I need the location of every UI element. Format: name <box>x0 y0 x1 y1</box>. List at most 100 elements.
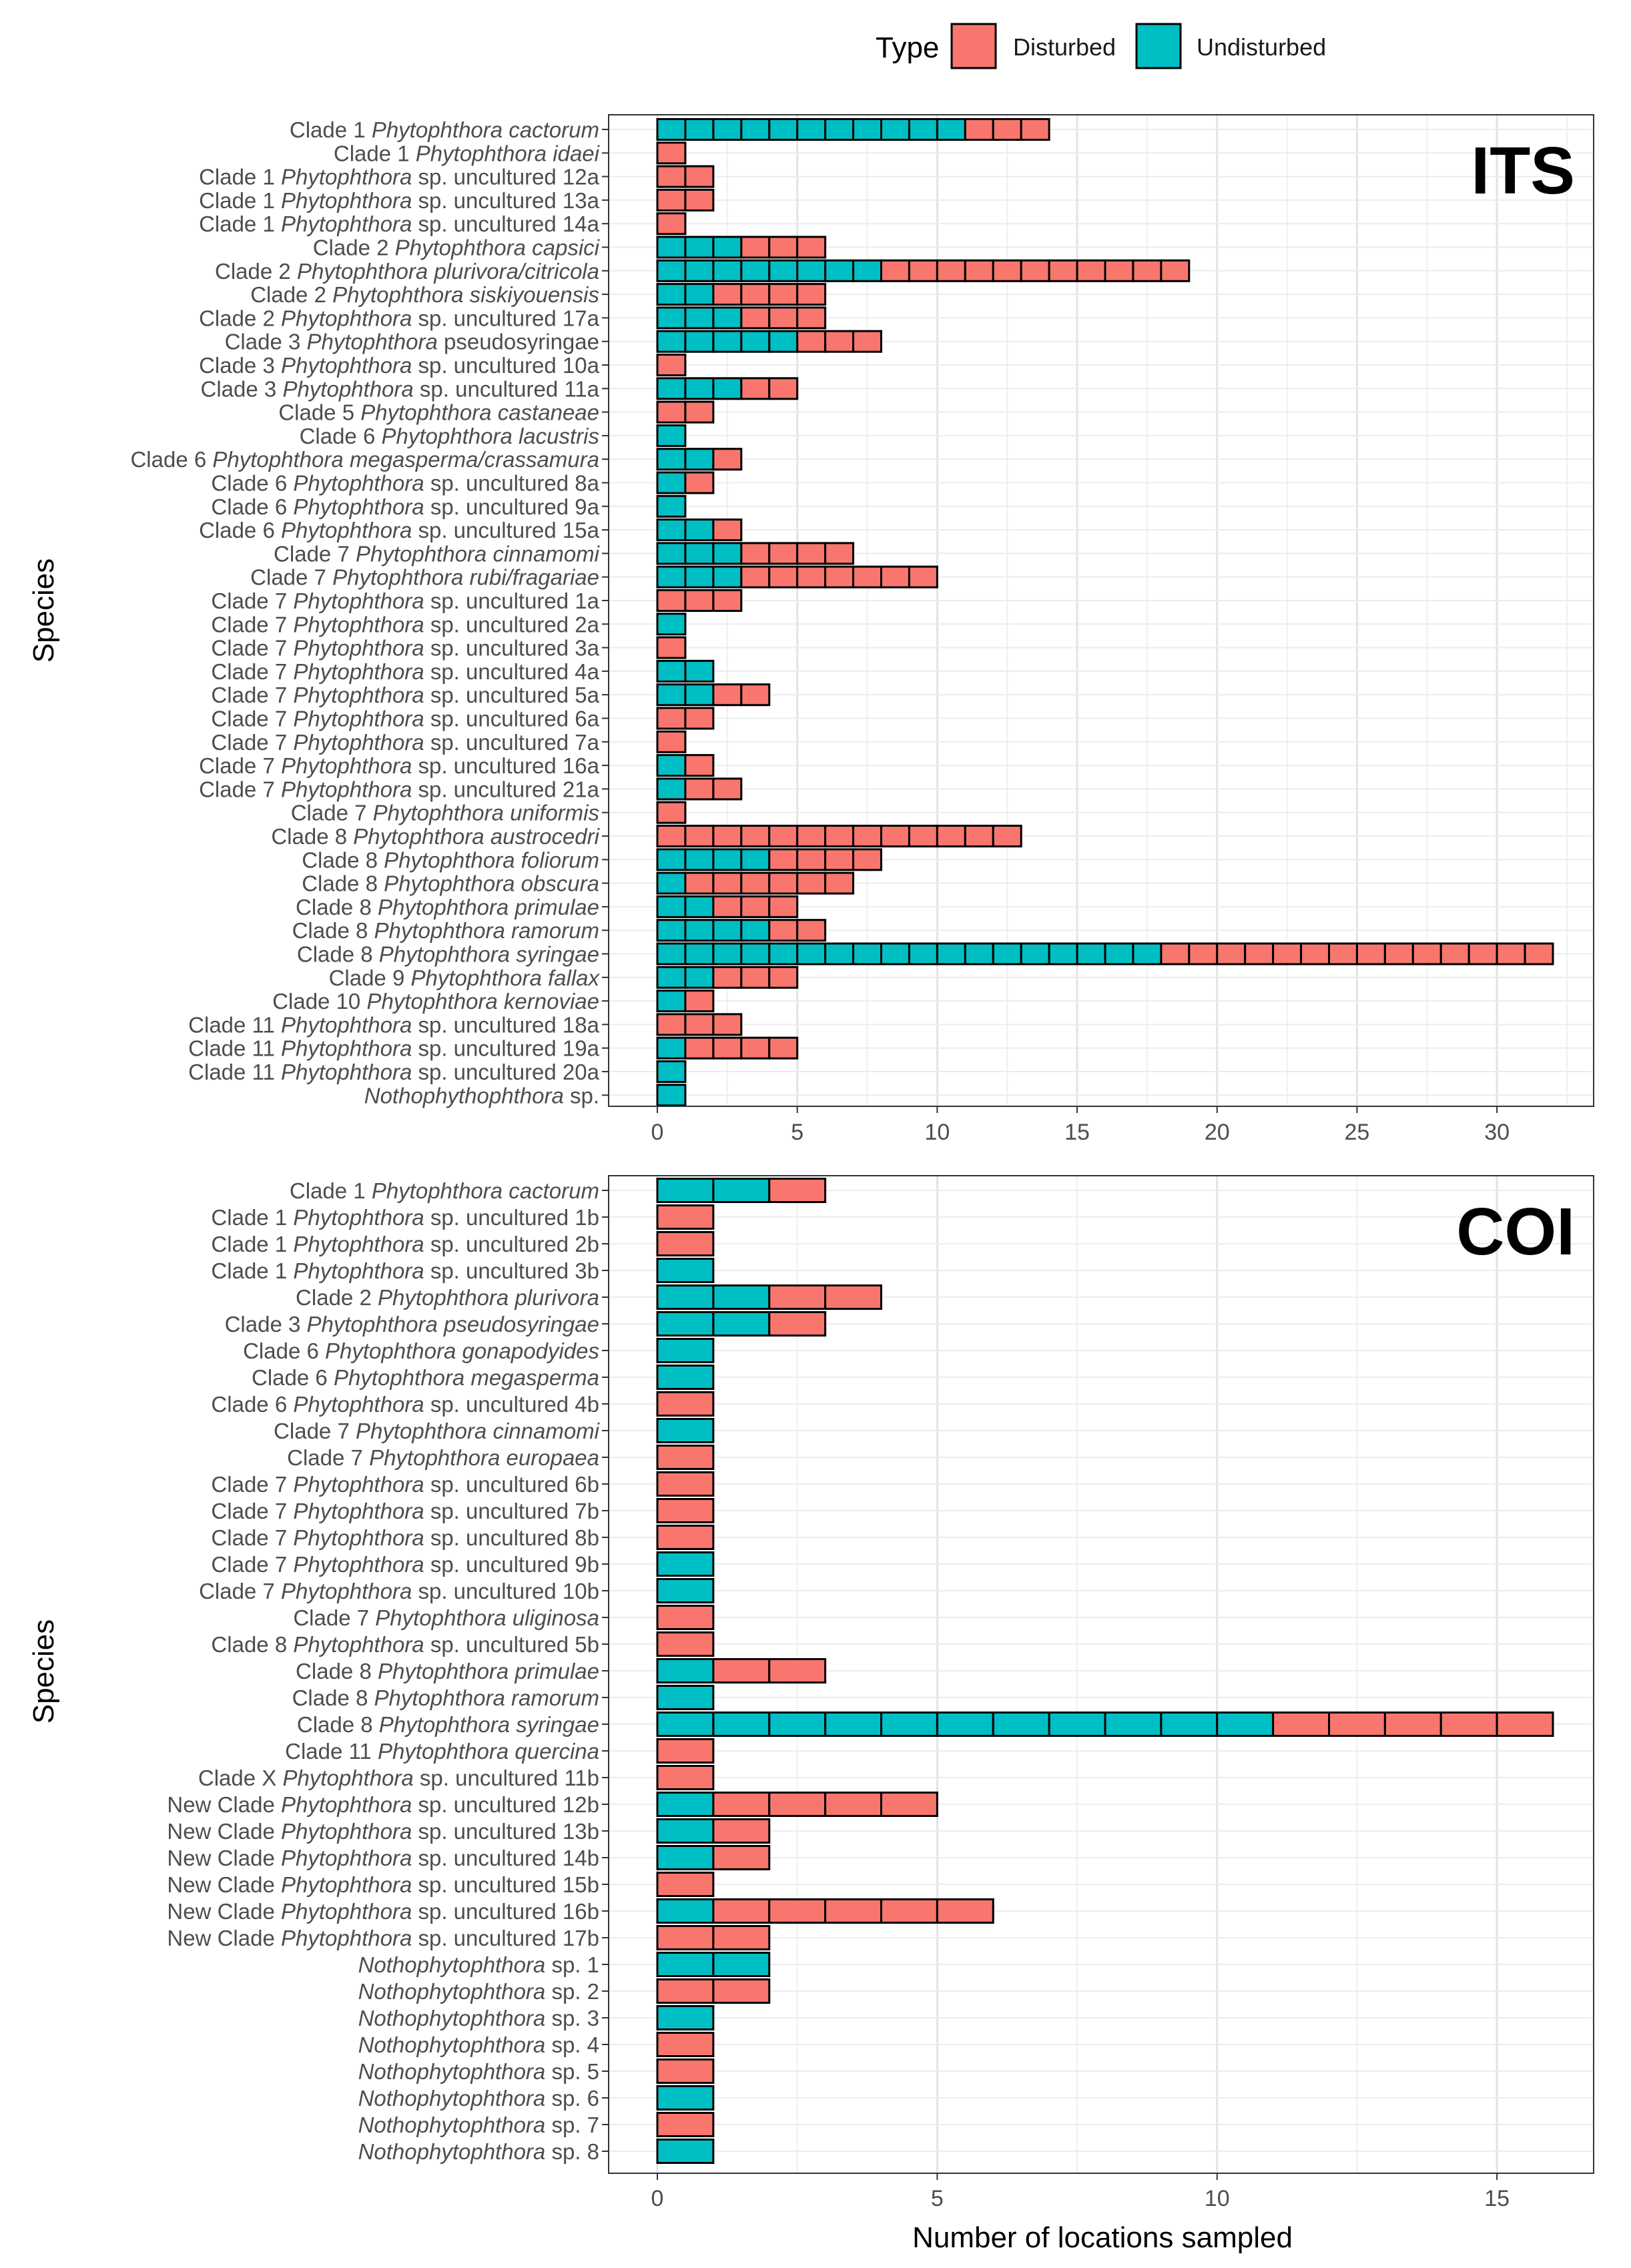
its-species-label: Clade 8 Phytophthora primulae <box>296 895 599 919</box>
coi-species-label: Clade 7 Phytophthora sp. uncultured 9b <box>211 1552 599 1577</box>
its-bar-segment-disturbed <box>656 589 687 612</box>
coi-bar-segment-disturbed <box>712 1978 771 2004</box>
species-label-prefix: Clade 7 <box>287 1445 369 1470</box>
its-bar-segment-undisturbed <box>684 565 715 589</box>
its-x-tick-labels: 0 5 10 15 20 25 30 <box>651 1106 1510 1145</box>
species-label-prefix: Clade 8 <box>292 918 374 943</box>
species-label-prefix: Clade 5 <box>278 400 360 425</box>
its-bar-segment-disturbed <box>824 330 855 353</box>
coi-bar-segment-undisturbed <box>656 1685 715 1710</box>
species-label-suffix: sp. uncultured 13a <box>412 188 599 213</box>
species-label-prefix: New Clade <box>167 1899 281 1924</box>
its-bar-segment-disturbed <box>796 542 827 565</box>
its-bar-segment-undisturbed <box>684 283 715 306</box>
species-label-prefix: New Clade <box>167 1846 281 1870</box>
its-species-label: Clade 3 Phytophthora sp. uncultured 10a <box>199 353 600 378</box>
its-x-tick-label: 30 <box>1484 1120 1510 1145</box>
coi-bar-segment-undisturbed <box>992 1712 1050 1737</box>
its-bar-segment-disturbed <box>796 848 827 871</box>
species-label-italic: Phytophthora <box>281 1872 412 1897</box>
coi-species-label: Clade 8 Phytophthora ramorum <box>292 1685 599 1710</box>
its-bar-segment-undisturbed <box>768 330 799 353</box>
its-species-label: Clade 6 Phytophthora sp. uncultured 8a <box>211 471 599 496</box>
species-label-suffix: sp. uncultured 7a <box>424 730 600 755</box>
its-species-label: Clade 10 Phytophthora kernoviae <box>272 989 599 1014</box>
its-bar-segment-undisturbed <box>712 306 743 330</box>
its-bar-segment-disturbed <box>768 895 799 918</box>
its-bar-segment-undisturbed <box>824 118 855 141</box>
species-label-italic: Phytophthora syringae <box>379 942 599 967</box>
species-label-prefix: Clade 1 <box>334 141 416 165</box>
its-bar-segment-undisturbed <box>656 659 687 683</box>
species-label-italic: Phytophthora austrocedri <box>353 824 600 849</box>
its-bar-segment-undisturbed <box>656 424 687 447</box>
species-label-prefix: Clade 7 <box>211 730 293 755</box>
coi-bar-segment-undisturbed <box>656 1712 715 1737</box>
species-label-italic: Phytophthora <box>281 1012 412 1037</box>
its-bar-segment-disturbed <box>796 236 827 259</box>
its-bar-segment-disturbed <box>684 165 715 188</box>
coi-bar-segment-disturbed <box>824 1284 882 1310</box>
coi-x-tick-label: 10 <box>1205 2186 1230 2211</box>
its-bar-segment-disturbed <box>936 825 966 847</box>
species-label-suffix: sp. uncultured 3a <box>424 636 600 661</box>
species-label-suffix: sp. uncultured 3b <box>424 1258 599 1283</box>
its-bar-segment-undisturbed <box>908 942 938 966</box>
species-label-italic: Nothophytophthora <box>358 2059 546 2084</box>
its-bar-segment-disturbed <box>824 871 855 895</box>
its-x-tick-label: 5 <box>791 1120 803 1145</box>
its-bar-segment-disturbed <box>1439 942 1470 966</box>
its-bar-segment-disturbed <box>656 801 687 824</box>
coi-species-label: Nothophytophthora sp. 7 <box>358 2113 599 2137</box>
its-bar-segment-undisturbed <box>684 683 715 707</box>
its-bar-segment-undisturbed <box>684 919 715 942</box>
x-axis-title: Number of locations sampled <box>912 2221 1293 2254</box>
species-label-suffix: sp. 8 <box>545 2139 599 2164</box>
coi-bar-segment-undisturbed <box>1160 1712 1219 1737</box>
its-bar-segment-undisturbed <box>712 236 743 259</box>
species-label-italic: Phytophthora cinnamomi <box>356 541 601 566</box>
its-bar-segment-undisturbed <box>656 1084 687 1107</box>
its-x-tick-label: 10 <box>924 1120 950 1145</box>
species-label-italic: Nothophytophthora <box>358 2032 546 2057</box>
species-label-italic: Phytophthora <box>293 659 424 684</box>
species-label-italic: Phytophthora castaneae <box>360 400 599 425</box>
its-bar-segment-undisturbed <box>684 659 715 683</box>
species-label-prefix: Clade 2 <box>250 282 332 307</box>
species-label-italic: Phytophthora cactorum <box>372 117 599 142</box>
species-label-suffix: sp. uncultured 14a <box>412 212 599 236</box>
species-label-italic: Phytophthora <box>307 330 438 354</box>
species-label-italic: Phytophthora primulae <box>378 895 599 919</box>
coi-bar-segment-disturbed <box>712 1925 771 1950</box>
species-label-prefix: Clade 11 <box>188 1012 281 1037</box>
species-label-prefix: Clade 6 <box>211 471 293 496</box>
its-bar-segment-disturbed <box>656 1013 687 1036</box>
its-bar-segment-disturbed <box>712 518 743 542</box>
species-label-prefix: Clade 9 <box>329 966 411 990</box>
its-species-label: Clade 11 Phytophthora sp. uncultured 18a <box>188 1012 599 1037</box>
coi-bar-segment-disturbed <box>1328 1712 1386 1737</box>
species-label-suffix: sp. uncultured 6a <box>424 707 600 731</box>
its-bar-segment-undisturbed <box>684 966 715 989</box>
its-species-label: Clade 7 Phytophthora rubi/fragariae <box>250 565 599 590</box>
its-bar-segment-disturbed <box>880 565 910 589</box>
species-label-prefix: Clade 1 <box>290 117 372 142</box>
species-label-italic: Phytophthora <box>293 683 424 707</box>
its-bar-segment-undisturbed <box>824 942 855 966</box>
coi-bar-segment-undisturbed <box>656 1284 715 1310</box>
species-label-italic: Phytophthora cactorum <box>372 1178 599 1203</box>
species-label-prefix: Clade 1 <box>199 188 281 213</box>
its-bar-segment-undisturbed <box>684 259 715 282</box>
coi-panel-title: COI <box>1456 1194 1575 1269</box>
species-label-suffix: sp. 3 <box>545 2006 599 2030</box>
species-label-italic: Phytophthora <box>281 188 412 213</box>
species-label-suffix: sp. uncultured 19a <box>412 1036 599 1061</box>
species-label-prefix: Clade 1 <box>211 1205 293 1230</box>
its-species-label: Clade 5 Phytophthora castaneae <box>278 400 599 425</box>
its-bar-segment-disturbed <box>684 188 715 212</box>
species-label-prefix: Clade 7 <box>211 589 293 613</box>
its-species-label: Clade 7 Phytophthora sp. uncultured 7a <box>211 730 599 755</box>
its-bar-segment-disturbed <box>1244 942 1275 966</box>
species-label-suffix: sp. uncultured 1b <box>424 1205 599 1230</box>
species-label-prefix: Clade 7 <box>211 1499 293 1523</box>
